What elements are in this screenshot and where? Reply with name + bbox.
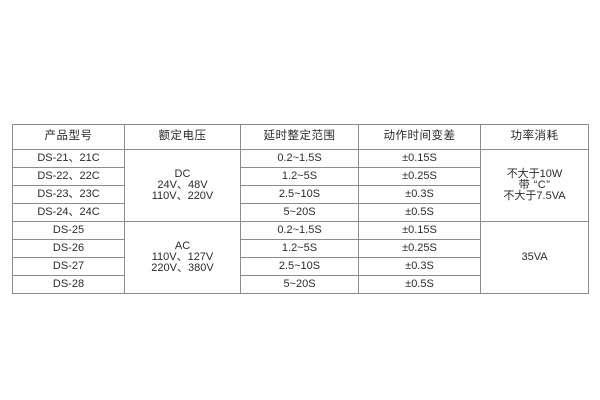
cell-delay: 0.2~1.5S: [240, 221, 359, 240]
voltage-line1: 24V、48V: [157, 179, 208, 191]
voltage-line1: 110V、127V: [151, 251, 214, 263]
cell-model: DS-21、21C: [12, 149, 125, 168]
cell-delay: 1.2~5S: [240, 239, 359, 258]
cell-variance: ±0.5S: [358, 203, 481, 222]
cell-model: DS-26: [12, 239, 125, 258]
column-header-variance: 动作时间变差: [358, 124, 481, 150]
cell-model: DS-23、23C: [12, 185, 125, 204]
cell-voltage-ac: AC 110V、127V 220V、380V: [124, 221, 241, 294]
table-row: DS-23、23C 2.5~10S ±0.3S: [12, 185, 589, 204]
cell-model: DS-25: [12, 221, 125, 240]
cell-delay: 5~20S: [240, 275, 359, 294]
voltage-type: AC: [174, 240, 191, 252]
power-line3: 不大于7.5VA: [503, 190, 566, 202]
cell-variance: ±0.25S: [358, 167, 481, 186]
table-header-row: 产品型号 额定电压 延时整定范围 动作时间变差 功率消耗: [12, 124, 589, 150]
cell-variance: ±0.5S: [358, 275, 481, 294]
power-line2: 带 “C”: [518, 179, 551, 191]
voltage-type: DC: [174, 168, 191, 180]
column-header-model: 产品型号: [12, 124, 125, 150]
cell-delay: 0.2~1.5S: [240, 149, 359, 168]
cell-delay: 5~20S: [240, 203, 359, 222]
voltage-line2: 220V、380V: [151, 262, 214, 274]
voltage-line2: 110V、220V: [151, 190, 214, 202]
cell-delay: 1.2~5S: [240, 167, 359, 186]
table-row: DS-25 AC 110V、127V 220V、380V 0.2~1.5S ±0…: [12, 221, 589, 294]
specification-table-container: 产品型号 额定电压 延时整定范围 动作时间变差 功率消耗 DS-21、21C D…: [12, 124, 589, 294]
cell-variance: ±0.15S: [358, 221, 481, 240]
cell-model: DS-24、24C: [12, 203, 125, 222]
table-body: DS-21、21C DC 24V、48V 110V、220V 0.2~1.5S …: [12, 149, 589, 294]
cell-variance: ±0.3S: [358, 257, 481, 276]
cell-model: DS-27: [12, 257, 125, 276]
table-row: DS-21、21C DC 24V、48V 110V、220V 0.2~1.5S …: [12, 149, 589, 222]
column-header-delay: 延时整定范围: [240, 124, 359, 150]
cell-delay: 2.5~10S: [240, 185, 359, 204]
cell-model: DS-28: [12, 275, 125, 294]
cell-variance: ±0.25S: [358, 239, 481, 258]
cell-model: DS-22、22C: [12, 167, 125, 186]
table-row: DS-28 5~20S ±0.5S: [12, 275, 589, 294]
cell-power-ac: 35VA: [480, 221, 589, 294]
power-line1: 不大于10W: [506, 168, 563, 180]
cell-variance: ±0.3S: [358, 185, 481, 204]
relay-specification-table: 产品型号 额定电压 延时整定范围 动作时间变差 功率消耗 DS-21、21C D…: [12, 124, 589, 294]
cell-delay: 2.5~10S: [240, 257, 359, 276]
table-header: 产品型号 额定电压 延时整定范围 动作时间变差 功率消耗: [12, 124, 589, 150]
cell-variance: ±0.15S: [358, 149, 481, 168]
cell-voltage-dc: DC 24V、48V 110V、220V: [124, 149, 241, 222]
cell-power-dc: 不大于10W 带 “C” 不大于7.5VA: [480, 149, 589, 222]
column-header-power: 功率消耗: [480, 124, 589, 150]
column-header-voltage: 额定电压: [124, 124, 241, 150]
table-row: DS-26 1.2~5S ±0.25S: [12, 239, 589, 258]
